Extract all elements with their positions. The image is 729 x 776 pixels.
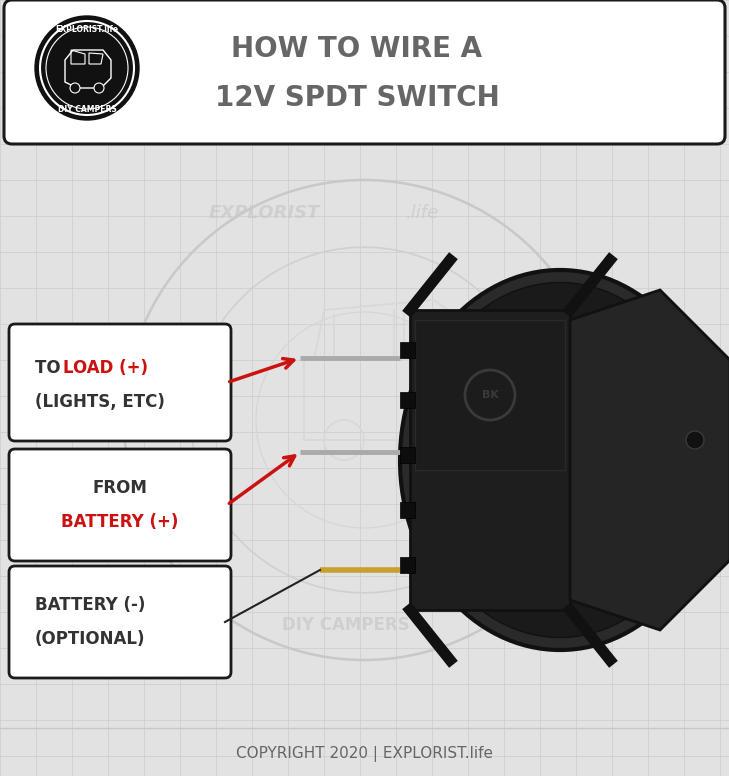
Polygon shape bbox=[410, 310, 570, 610]
FancyBboxPatch shape bbox=[399, 392, 416, 408]
Ellipse shape bbox=[400, 270, 720, 650]
Text: (LIGHTS, ETC): (LIGHTS, ETC) bbox=[35, 393, 165, 411]
Ellipse shape bbox=[413, 282, 708, 638]
Text: DIY CAMPERS: DIY CAMPERS bbox=[58, 106, 117, 115]
Polygon shape bbox=[415, 320, 565, 470]
FancyBboxPatch shape bbox=[399, 341, 416, 359]
Circle shape bbox=[70, 83, 80, 93]
Text: BK: BK bbox=[482, 390, 499, 400]
Text: 12V SPDT SWITCH: 12V SPDT SWITCH bbox=[214, 84, 499, 112]
Circle shape bbox=[35, 16, 139, 120]
FancyBboxPatch shape bbox=[9, 324, 231, 441]
FancyBboxPatch shape bbox=[399, 502, 416, 518]
FancyBboxPatch shape bbox=[9, 449, 231, 561]
Polygon shape bbox=[570, 290, 729, 630]
Text: COPYRIGHT 2020 | EXPLORIST.life: COPYRIGHT 2020 | EXPLORIST.life bbox=[236, 746, 493, 762]
Text: BATTERY (+): BATTERY (+) bbox=[61, 513, 179, 531]
Text: HOW TO WIRE A: HOW TO WIRE A bbox=[231, 35, 483, 63]
FancyBboxPatch shape bbox=[9, 566, 231, 678]
Text: .life: .life bbox=[406, 204, 440, 222]
Text: EXPLORIST.life: EXPLORIST.life bbox=[55, 26, 119, 34]
Circle shape bbox=[94, 83, 104, 93]
FancyBboxPatch shape bbox=[399, 556, 416, 573]
Text: (OPTIONAL): (OPTIONAL) bbox=[35, 630, 146, 648]
Text: BATTERY (-): BATTERY (-) bbox=[35, 596, 145, 614]
FancyBboxPatch shape bbox=[399, 447, 416, 463]
Text: LOAD (+): LOAD (+) bbox=[63, 359, 148, 377]
Circle shape bbox=[686, 431, 704, 449]
Text: TO: TO bbox=[35, 359, 66, 377]
Text: EXPLORIST: EXPLORIST bbox=[209, 204, 320, 222]
Text: FROM: FROM bbox=[93, 479, 147, 497]
FancyBboxPatch shape bbox=[4, 0, 725, 144]
Text: DIY CAMPERS: DIY CAMPERS bbox=[282, 616, 410, 634]
